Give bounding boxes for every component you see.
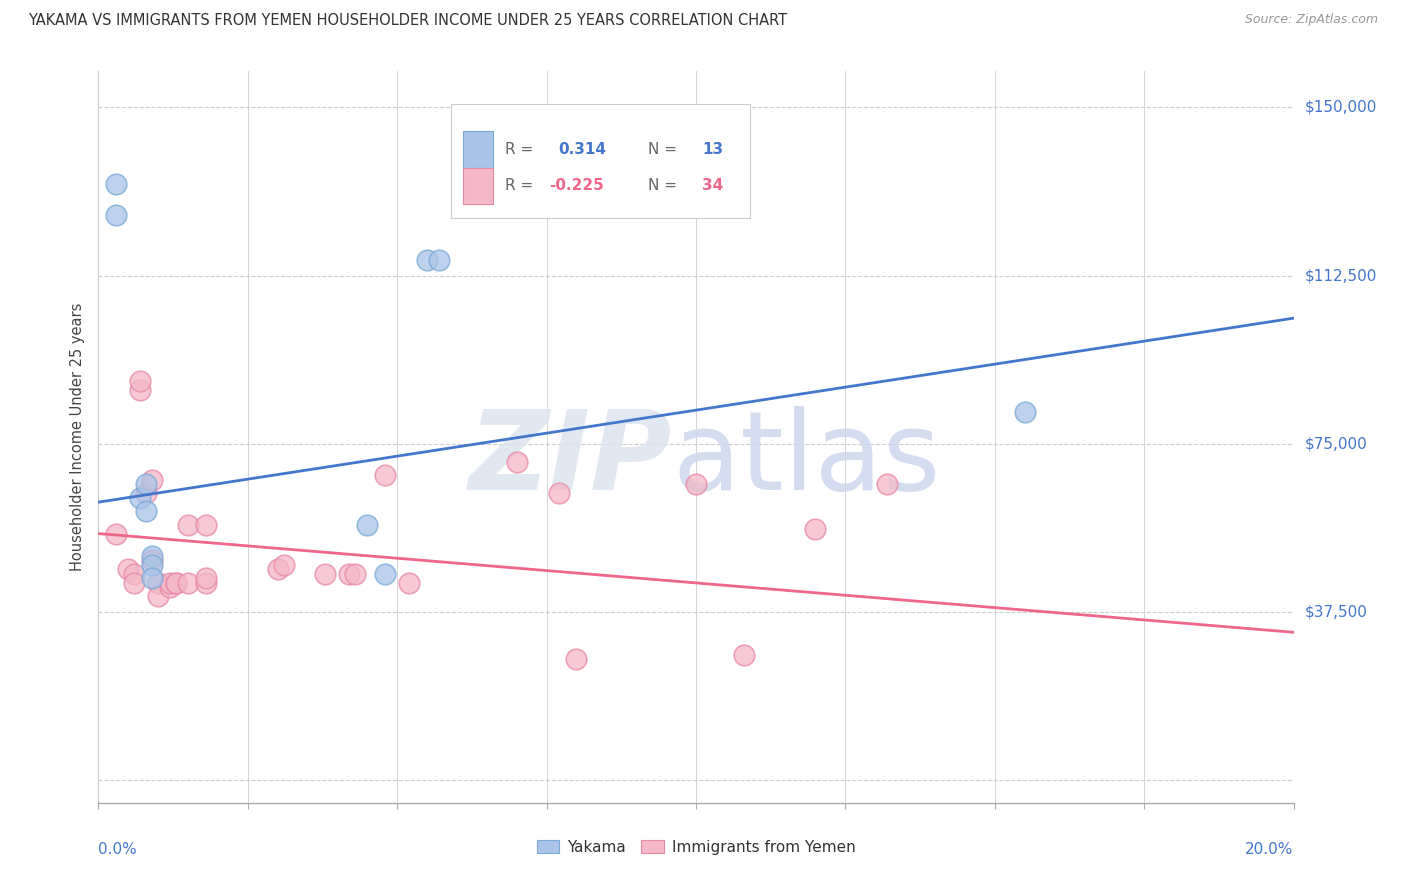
Point <box>427 252 450 267</box>
Point <box>374 566 396 581</box>
Point <box>135 477 157 491</box>
Point <box>356 517 378 532</box>
Point <box>129 374 152 388</box>
Point <box>177 517 200 532</box>
Point <box>141 558 163 572</box>
Point <box>159 575 181 590</box>
Text: $37,500: $37,500 <box>1305 605 1368 620</box>
Point <box>315 566 337 581</box>
Text: YAKAMA VS IMMIGRANTS FROM YEMEN HOUSEHOLDER INCOME UNDER 25 YEARS CORRELATION CH: YAKAMA VS IMMIGRANTS FROM YEMEN HOUSEHOL… <box>28 13 787 29</box>
Legend: Yakama, Immigrants from Yemen: Yakama, Immigrants from Yemen <box>530 834 862 861</box>
Text: atlas: atlas <box>672 406 941 513</box>
Point <box>165 575 187 590</box>
Text: 0.0%: 0.0% <box>98 842 138 856</box>
Point <box>194 575 218 590</box>
Point <box>177 575 200 590</box>
Y-axis label: Householder Income Under 25 years: Householder Income Under 25 years <box>70 303 86 571</box>
Point <box>124 566 146 581</box>
Point <box>129 491 152 505</box>
Point <box>804 522 827 536</box>
Point <box>105 526 128 541</box>
Point <box>105 177 128 191</box>
Text: $75,000: $75,000 <box>1305 436 1368 451</box>
Point <box>194 517 218 532</box>
Point <box>165 575 187 590</box>
Point <box>416 252 439 267</box>
Point <box>124 575 146 590</box>
Point <box>148 575 170 590</box>
Point <box>733 648 755 662</box>
Point <box>159 581 181 595</box>
Point <box>398 575 420 590</box>
Point <box>117 562 139 576</box>
Point <box>1014 405 1036 419</box>
Point <box>267 562 290 576</box>
Point <box>148 590 170 604</box>
Point <box>565 652 588 666</box>
Point <box>876 477 898 491</box>
Point <box>273 558 295 572</box>
Point <box>194 571 218 585</box>
Point <box>141 549 163 563</box>
Text: 20.0%: 20.0% <box>1246 842 1294 856</box>
Point <box>685 477 707 491</box>
Point <box>141 473 163 487</box>
Point <box>141 571 163 585</box>
Point <box>129 383 152 397</box>
Point <box>135 504 157 518</box>
Text: ZIP: ZIP <box>468 406 672 513</box>
Point <box>374 468 396 483</box>
Text: $150,000: $150,000 <box>1305 100 1376 115</box>
Text: Source: ZipAtlas.com: Source: ZipAtlas.com <box>1244 13 1378 27</box>
Point <box>135 486 157 500</box>
Point <box>105 208 128 222</box>
Text: $112,500: $112,500 <box>1305 268 1376 283</box>
Point <box>141 553 163 567</box>
Point <box>547 486 569 500</box>
Point <box>506 455 529 469</box>
Point <box>344 566 367 581</box>
Point <box>339 566 360 581</box>
